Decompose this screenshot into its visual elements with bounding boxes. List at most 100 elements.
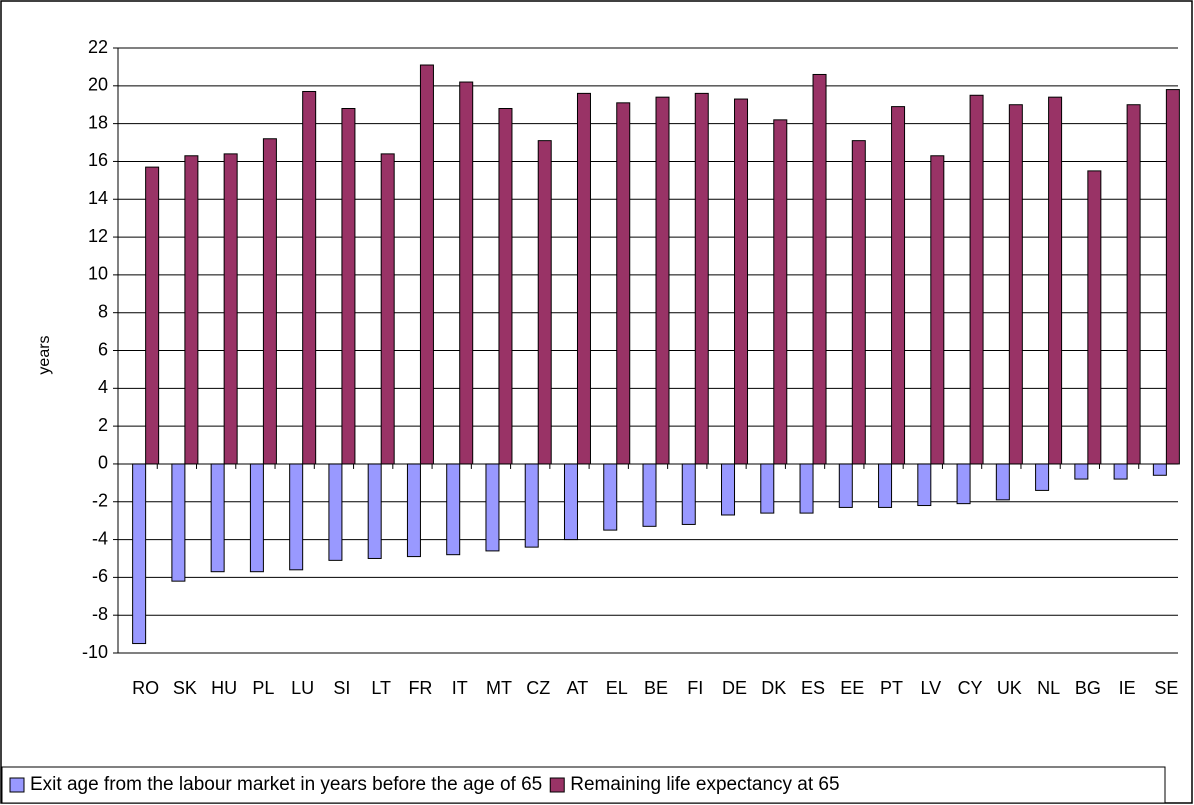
y-tick-label: -10 (82, 642, 108, 662)
bar (917, 463, 932, 507)
x-tick-label: BG (1075, 678, 1101, 698)
bar (812, 73, 827, 465)
x-tick-label: DE (722, 678, 747, 698)
y-tick-label: 2 (98, 415, 108, 435)
legend-swatch (549, 777, 565, 793)
x-tick-label: LU (291, 678, 314, 698)
bar (694, 92, 709, 465)
y-tick-label: 22 (88, 37, 108, 57)
bar (721, 463, 736, 516)
y-tick-label: 18 (88, 112, 108, 132)
x-tick-label: ES (801, 678, 825, 698)
x-tick-label: PT (880, 678, 903, 698)
x-tick-label: EL (606, 678, 628, 698)
x-tick-label: SE (1154, 678, 1178, 698)
bar (995, 463, 1010, 501)
bar (878, 463, 893, 508)
bar (380, 153, 395, 465)
bar (891, 106, 906, 465)
x-tick-label: CY (958, 678, 983, 698)
x-tick-label: CZ (526, 678, 550, 698)
bar (642, 463, 657, 527)
y-tick-label: 6 (98, 339, 108, 359)
bar (223, 153, 238, 465)
bar (262, 138, 277, 465)
bar (171, 463, 186, 582)
bar (328, 463, 343, 561)
y-tick-label: -6 (92, 566, 108, 586)
bar (969, 94, 984, 465)
bar (459, 81, 474, 465)
bar (132, 463, 147, 645)
legend-label: Exit age from the labour market in years… (30, 774, 542, 795)
bar (1126, 104, 1141, 465)
x-tick-label: IE (1119, 678, 1136, 698)
y-tick-label: 8 (98, 301, 108, 321)
y-tick-label: 0 (98, 453, 108, 473)
x-tick-label: HU (211, 678, 237, 698)
bar (446, 463, 461, 556)
bar (302, 90, 317, 465)
bar (289, 463, 304, 571)
bar (603, 463, 618, 531)
x-tick-label: RO (132, 678, 159, 698)
bar (537, 140, 552, 465)
x-tick-label: SK (173, 678, 197, 698)
bar (563, 463, 578, 541)
bar (1035, 463, 1050, 491)
bar (1113, 463, 1128, 480)
bar (799, 463, 814, 514)
x-tick-label: PL (252, 678, 274, 698)
bar (210, 463, 225, 573)
bar (367, 463, 382, 559)
bar (1048, 96, 1063, 465)
bar (851, 140, 866, 465)
y-tick-label: 14 (88, 188, 108, 208)
x-tick-label: BE (644, 678, 668, 698)
bar (681, 463, 696, 525)
x-tick-label: SI (333, 678, 350, 698)
bar (773, 119, 788, 465)
y-tick-label: -2 (92, 491, 108, 511)
bar (184, 155, 199, 465)
y-tick-label: 20 (88, 75, 108, 95)
y-tick-label: 16 (88, 150, 108, 170)
bar (956, 463, 971, 505)
y-tick-label: -8 (92, 604, 108, 624)
x-tick-label: NL (1037, 678, 1060, 698)
y-tick-label: 12 (88, 226, 108, 246)
legend-swatch (9, 777, 25, 793)
bar (145, 166, 160, 465)
y-axis-label: years (36, 335, 53, 374)
x-tick-label: AT (567, 678, 589, 698)
x-tick-label: FI (687, 678, 703, 698)
y-tick-label: -4 (92, 528, 108, 548)
bar (524, 463, 539, 548)
bar (406, 463, 421, 558)
x-tick-label: LV (920, 678, 941, 698)
bar (1165, 89, 1180, 465)
bar (1074, 463, 1089, 480)
bar (485, 463, 500, 552)
bar (1087, 170, 1102, 465)
x-tick-label: LT (371, 678, 391, 698)
bar (1008, 104, 1023, 465)
bar (419, 64, 434, 465)
bar (249, 463, 264, 573)
legend-box (1, 766, 1166, 804)
bar (655, 96, 670, 465)
bar (1152, 463, 1167, 476)
bar (498, 108, 513, 465)
y-tick-label: 10 (88, 264, 108, 284)
x-tick-label: IT (452, 678, 468, 698)
x-tick-label: MT (486, 678, 512, 698)
bar (760, 463, 775, 514)
bar (576, 92, 591, 465)
x-tick-label: EE (840, 678, 864, 698)
bar (341, 108, 356, 465)
x-tick-label: DK (761, 678, 786, 698)
y-tick-label: 4 (98, 377, 108, 397)
bar (838, 463, 853, 508)
